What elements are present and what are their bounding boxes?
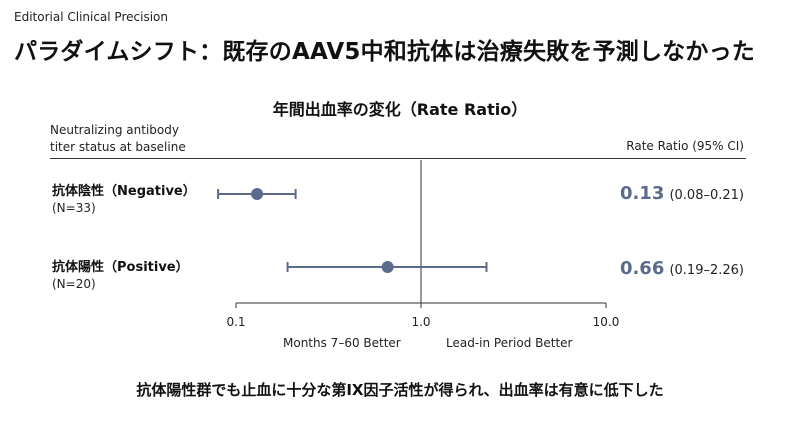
axis-right-label: Lead-in Period Better [446, 336, 573, 350]
x-tick-label: 1.0 [411, 315, 430, 329]
row-label-negative: 抗体陰性（Negative） (N=33) [52, 180, 196, 215]
axis-left-label: Months 7–60 Better [283, 336, 401, 350]
ratio-negative: 0.13 (0.08–0.21) [620, 183, 744, 204]
row-n-text: (N=33) [52, 201, 96, 215]
left-column-header: Neutralizing antibody titer status at bas… [50, 122, 186, 156]
ratio-estimate: 0.13 [619, 183, 665, 204]
page-title: パラダイムシフト：既存のAAV5中和抗体は治療失敗を予測しなかった [14, 39, 755, 65]
row-n-text: (N=20) [52, 277, 96, 291]
ratio-ci: (0.08–0.21) [669, 188, 744, 203]
ratio-estimate: 0.66 [619, 258, 665, 279]
row-label-text: 抗体陽性（Positive） [52, 260, 189, 275]
ratio-positive: 0.66 (0.19–2.26) [620, 258, 744, 279]
chart-title: 年間出血率の変化（Rate Ratio） [272, 100, 528, 119]
ratio-ci: (0.19–2.26) [669, 263, 744, 278]
left-column-header-line: Neutralizing antibody [50, 123, 179, 137]
left-column-header-line: titer status at baseline [50, 140, 186, 154]
estimate-point [381, 261, 394, 273]
row-label-text: 抗体陰性（Negative） [52, 184, 196, 199]
estimate-point [251, 188, 264, 200]
right-column-header: Rate Ratio (95% CI) [626, 139, 744, 153]
row-label-positive: 抗体陽性（Positive） (N=20) [52, 256, 189, 291]
x-tick-label: 10.0 [593, 315, 620, 329]
header-divider [50, 158, 746, 159]
kicker-label: Editorial Clinical Precision [14, 10, 168, 24]
conclusion-text: 抗体陽性群でも止血に十分な第IX因子活性が得られ、出血率は有意に低下した [136, 381, 664, 399]
x-tick-label: 0.1 [226, 315, 245, 329]
